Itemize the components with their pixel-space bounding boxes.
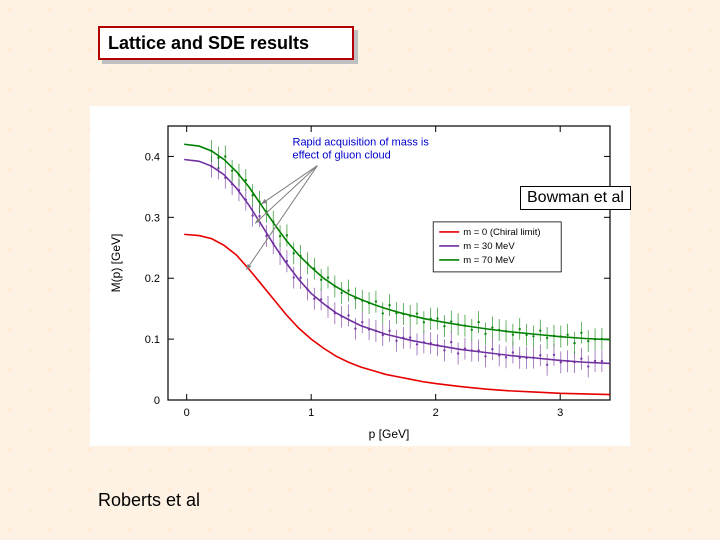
svg-text:p [GeV]: p [GeV] <box>369 427 410 441</box>
svg-text:2: 2 <box>433 407 439 419</box>
svg-text:m = 0 (Chiral limit): m = 0 (Chiral limit) <box>463 227 540 238</box>
svg-text:0: 0 <box>184 407 190 419</box>
chart-panel: 0 1 2 3 0 0.1 0.2 0.3 0.4 p [GeV] M(p) [GeV] Rapid … <box>90 106 630 446</box>
chart-svg: 0 1 2 3 0 0.1 0.2 0.3 0.4 p [GeV] M(p) [GeV] Rapid … <box>90 106 630 446</box>
svg-text:0.1: 0.1 <box>145 334 160 346</box>
svg-text:0: 0 <box>154 395 160 407</box>
title-box: Lattice and SDE results <box>98 26 354 60</box>
svg-text:3: 3 <box>557 407 563 419</box>
svg-text:1: 1 <box>308 407 314 419</box>
caption-bowman: Bowman et al <box>520 186 631 210</box>
svg-text:0.3: 0.3 <box>145 212 160 224</box>
svg-text:0.2: 0.2 <box>145 273 160 285</box>
svg-text:effect of gluon cloud: effect of gluon cloud <box>293 149 391 161</box>
svg-text:m = 70 MeV: m = 70 MeV <box>463 255 515 266</box>
title-text: Lattice and SDE results <box>108 33 309 54</box>
svg-text:m = 30 MeV: m = 30 MeV <box>463 241 515 252</box>
svg-text:0.4: 0.4 <box>145 151 160 163</box>
svg-text:Rapid acquisition of mass is: Rapid acquisition of mass is <box>293 136 430 148</box>
svg-text:M(p) [GeV]: M(p) [GeV] <box>109 234 123 293</box>
caption-roberts: Roberts et al <box>98 490 200 511</box>
